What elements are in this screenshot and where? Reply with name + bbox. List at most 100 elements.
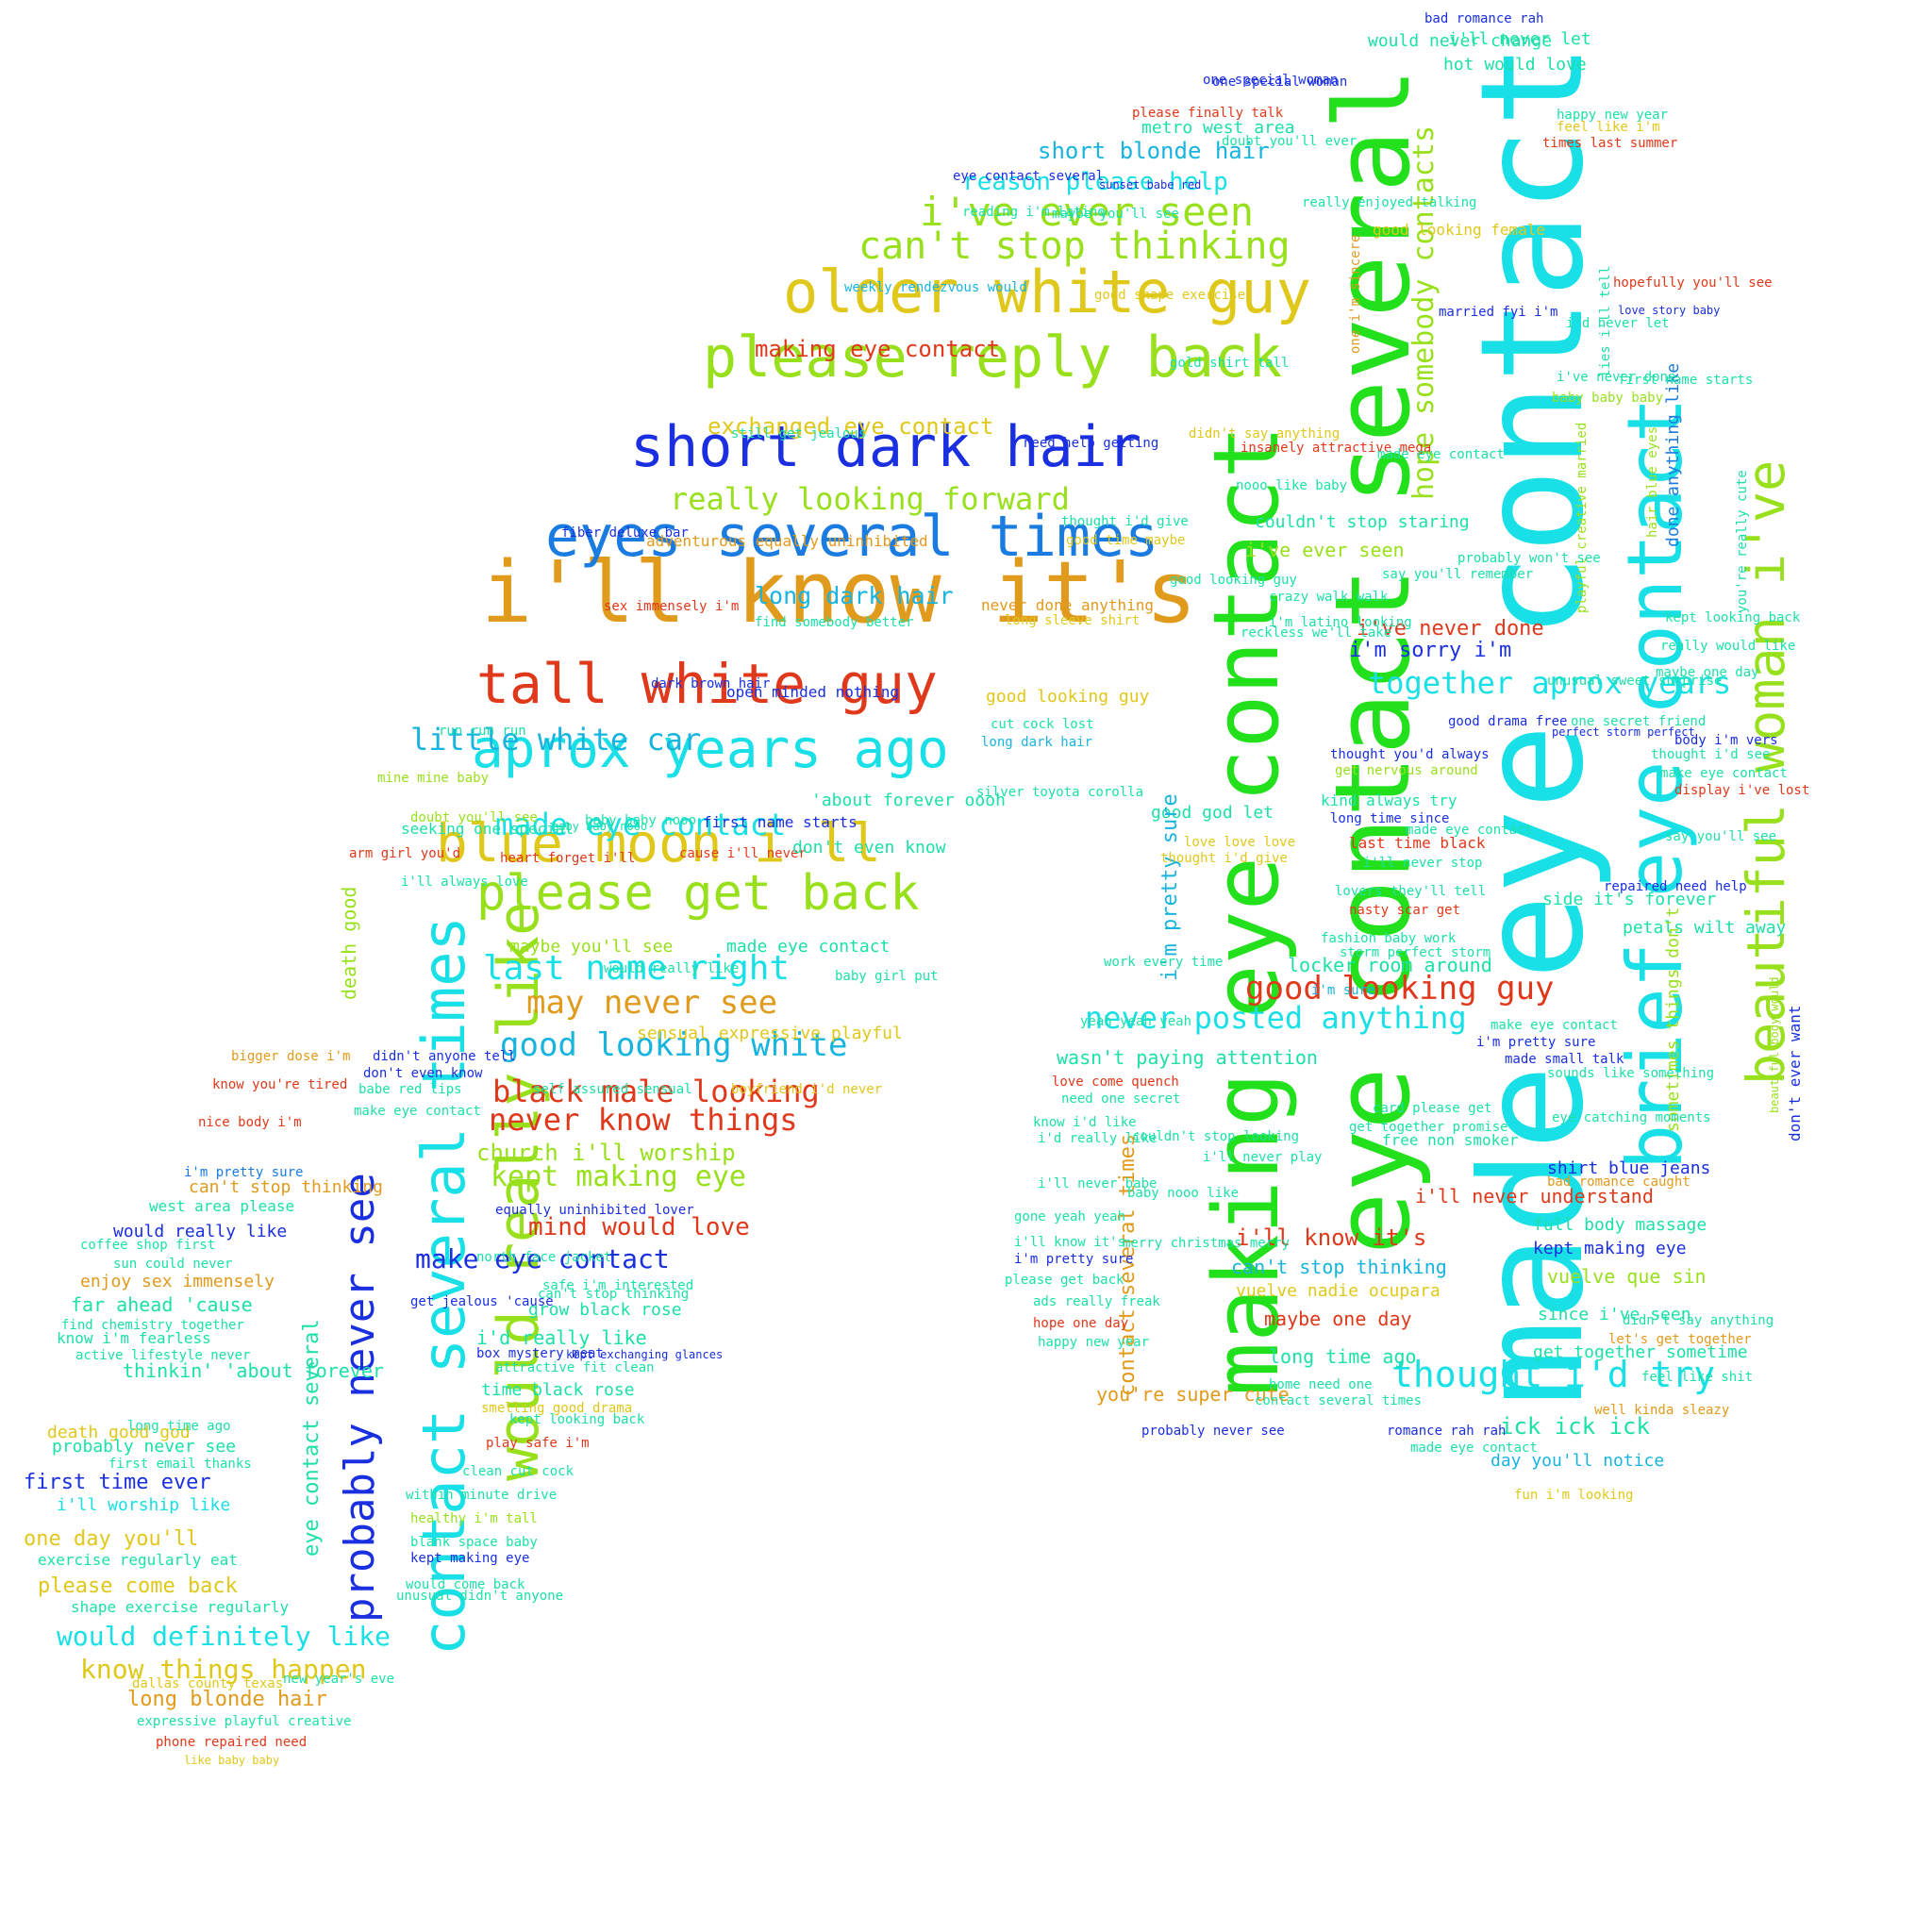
cloud-word-23: last name right: [483, 949, 791, 989]
cloud-word-20: long dark hair: [755, 581, 954, 609]
cloud-word-61: i've ever seen: [1245, 539, 1405, 561]
cloud-word-220: eye catching moments: [1552, 1110, 1711, 1126]
cloud-word-27: never know things: [489, 1101, 798, 1138]
cloud-word-241: first name starts: [1618, 373, 1754, 389]
cloud-word-263: babe red lips: [358, 1082, 462, 1098]
cloud-word-197: home need one: [1269, 1377, 1373, 1393]
cloud-word-193: i'll know it's: [1014, 1235, 1126, 1251]
cloud-word-157: didn't say anything: [1189, 426, 1341, 442]
cloud-word-166: you're really cute: [1735, 470, 1750, 613]
cloud-word-102: don't ever want: [1786, 1005, 1804, 1142]
cloud-word-62: i'll never understand: [1415, 1185, 1654, 1208]
cloud-word-133: safe i'm interested: [542, 1278, 694, 1294]
cloud-word-44: death good god: [47, 1422, 191, 1442]
cloud-word-109: nice body i'm: [198, 1115, 302, 1131]
cloud-word-213: i'm pretty sure: [1014, 1252, 1134, 1268]
cloud-word-51: hot would love: [1443, 54, 1587, 75]
cloud-word-12: blue moon i ll: [436, 813, 882, 875]
cloud-word-238: happy new year: [1557, 108, 1669, 124]
cloud-word-30: mind would love: [528, 1212, 750, 1241]
cloud-word-194: please get back: [1005, 1273, 1124, 1289]
cloud-word-255: boyfriend i'd never: [731, 1082, 883, 1098]
cloud-word-205: bad romance caught: [1547, 1174, 1690, 1191]
cloud-word-159: married fyi i'm: [1439, 305, 1558, 321]
cloud-word-208: work every time: [1104, 955, 1224, 971]
cloud-word-234: say you'll remember: [1382, 567, 1534, 583]
cloud-word-259: i'll always love: [401, 874, 528, 891]
cloud-word-92: sensual expressive playful: [637, 1023, 903, 1043]
cloud-word-251: made eye contact: [1377, 447, 1505, 463]
cloud-word-170: say you'll see: [1665, 829, 1777, 845]
cloud-word-151: long sleeve shirt: [1005, 613, 1141, 629]
cloud-word-67: get together sometime: [1533, 1341, 1748, 1362]
cloud-word-68: shirt blue jeans: [1547, 1158, 1711, 1178]
cloud-word-58: i've never done: [1357, 617, 1544, 641]
cloud-word-47: short blonde hair: [1038, 137, 1270, 164]
cloud-word-163: doubt you'll ever: [1222, 134, 1357, 150]
cloud-word-227: really would like: [1660, 639, 1796, 655]
cloud-word-181: nasty scar get: [1349, 903, 1461, 919]
cloud-word-73: you're super cute: [1096, 1383, 1290, 1406]
cloud-word-36: would definitely like: [57, 1621, 391, 1653]
cloud-word-59: i'm sorry i'm: [1349, 639, 1512, 663]
cloud-word-165: i've never done: [1557, 370, 1676, 386]
cloud-word-150: never done anything: [981, 596, 1155, 615]
cloud-word-172: good drama free: [1448, 714, 1568, 730]
cloud-word-155: need help getting: [1024, 436, 1159, 452]
cloud-word-19: really looking forward: [670, 480, 1070, 517]
cloud-word-188: couldn't stop looking: [1132, 1129, 1300, 1145]
cloud-word-152: good time maybe: [1066, 533, 1186, 549]
cloud-word-145: 'about forever oooh: [811, 790, 1006, 810]
cloud-word-192: merry christmas merry: [1123, 1236, 1291, 1252]
cloud-word-254: self assured sensual: [533, 1082, 692, 1098]
cloud-word-127: play safe i'm: [486, 1436, 590, 1452]
cloud-word-258: baby baby nooo: [552, 819, 648, 833]
cloud-word-168: make eye contact: [1660, 766, 1788, 782]
cloud-word-43: thinkin' 'about forever: [123, 1359, 384, 1382]
cloud-word-272: can't stop thinking: [538, 1287, 690, 1303]
cloud-word-56: somebody contacts: [1407, 125, 1441, 415]
cloud-word-270: would come back: [406, 1577, 525, 1593]
cloud-word-236: one i'm sincere: [1348, 234, 1363, 354]
cloud-word-167: body i'm vers: [1674, 733, 1778, 749]
cloud-word-147: silver toyota corolla: [976, 785, 1144, 801]
cloud-word-129: healthy i'm tall: [410, 1511, 538, 1527]
cloud-word-87: adventurous equally uninhibited: [646, 532, 928, 551]
cloud-word-183: storm perfect storm: [1340, 945, 1491, 961]
cloud-word-243: hopefully you'll see: [1613, 275, 1773, 291]
cloud-word-242: love story baby: [1618, 303, 1721, 317]
cloud-word-191: baby nooo like: [1127, 1186, 1240, 1202]
cloud-word-178: thought i'd give: [1160, 851, 1288, 867]
cloud-word-33: together aprox years: [1368, 664, 1732, 701]
cloud-word-216: i'm sure: [1311, 983, 1375, 999]
cloud-word-86: good looking guy: [986, 686, 1150, 707]
cloud-word-203: feel like shit: [1641, 1370, 1754, 1386]
cloud-word-53: one special woman: [1212, 75, 1348, 91]
cloud-word-211: know i'd like: [1033, 1115, 1137, 1131]
cloud-word-90: maybe you'll see: [509, 936, 674, 957]
cloud-word-111: bigger dose i'm: [231, 1049, 351, 1065]
cloud-word-207: yeah yeah yeah: [1080, 1014, 1192, 1030]
cloud-word-232: reckless we'll take: [1241, 625, 1392, 641]
cloud-word-66: since i've seen: [1538, 1304, 1691, 1324]
cloud-word-29: make eye contact: [415, 1243, 670, 1275]
cloud-word-34: thought i'd try: [1391, 1353, 1716, 1395]
cloud-word-37: one day you'll: [24, 1527, 199, 1552]
cloud-word-25: good looking white: [500, 1026, 848, 1065]
cloud-word-201: fun i'm looking: [1514, 1488, 1634, 1504]
cloud-word-91: made eye contact: [726, 936, 891, 957]
cloud-word-223: unusual sweet surprise: [1547, 674, 1723, 690]
cloud-word-256: find somebody better: [755, 615, 914, 631]
cloud-word-235: probably won't see: [1457, 551, 1601, 567]
cloud-word-24: may never see: [526, 984, 778, 1023]
cloud-word-122: expressive playful creative: [137, 1714, 352, 1730]
cloud-word-89: weekly rendezvous would: [844, 280, 1027, 296]
cloud-word-110: know you're tired: [212, 1077, 348, 1093]
cloud-word-7: please reply back: [703, 325, 1283, 391]
cloud-word-63: full body massage: [1533, 1214, 1707, 1235]
cloud-word-13: please get back: [476, 864, 920, 922]
cloud-word-164: baby baby baby: [1552, 391, 1664, 407]
cloud-word-42: far ahead 'cause: [71, 1293, 253, 1316]
cloud-word-143: eye contact several: [300, 1319, 324, 1557]
cloud-word-248: really enjoyed talking: [1302, 195, 1477, 211]
